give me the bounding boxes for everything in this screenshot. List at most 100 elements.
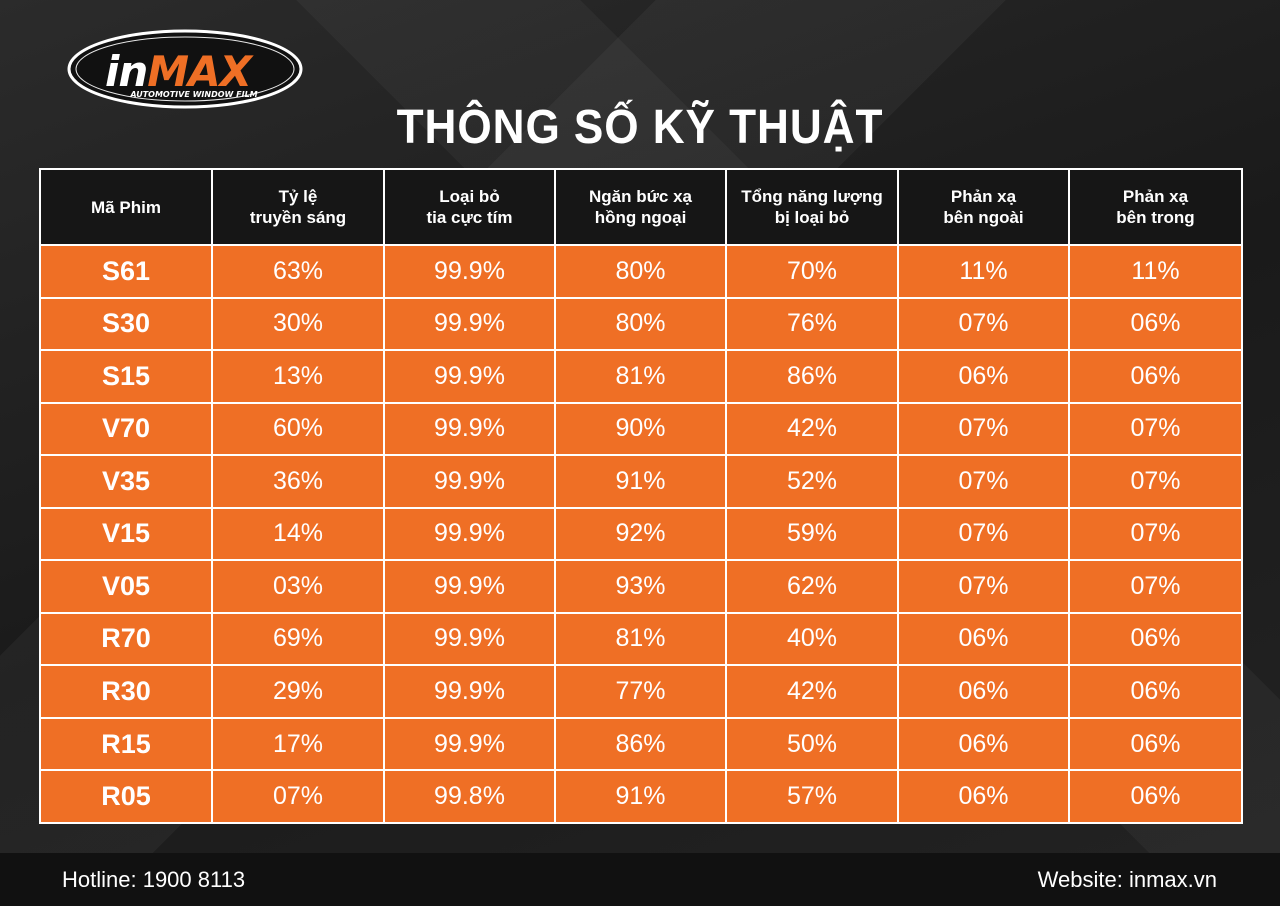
total-energy-cell: 42%	[725, 401, 899, 457]
reflection-outside-cell: 07%	[897, 454, 1070, 509]
reflection-inside-cell: 07%	[1068, 401, 1243, 457]
svg-text:inMAX: inMAX	[105, 47, 255, 96]
infrared-rejection-cell: 91%	[554, 769, 727, 824]
table-row: R15 17% 99.9% 86% 50% 06% 06%	[39, 716, 1243, 772]
table-row: R05 07% 99.8% 91% 57% 06% 06%	[39, 769, 1243, 824]
header-film-code: Mã Phim	[39, 168, 213, 246]
light-transmission-cell: 14%	[211, 506, 385, 562]
header-infrared-rejection: Ngăn bức xạ hồng ngoại	[554, 168, 727, 246]
uv-rejection-cell: 99.8%	[383, 769, 556, 824]
total-energy-cell: 62%	[725, 559, 899, 614]
reflection-inside-cell: 06%	[1068, 664, 1243, 719]
film-code-cell: V05	[39, 559, 213, 614]
film-code-cell: V15	[39, 506, 213, 562]
reflection-outside-cell: 06%	[897, 716, 1070, 772]
uv-rejection-cell: 99.9%	[383, 664, 556, 719]
light-transmission-cell: 29%	[211, 664, 385, 719]
table-row: V35 36% 99.9% 91% 52% 07% 07%	[39, 454, 1243, 509]
light-transmission-cell: 60%	[211, 401, 385, 457]
reflection-outside-cell: 06%	[897, 349, 1070, 404]
uv-rejection-cell: 99.9%	[383, 296, 556, 352]
light-transmission-cell: 17%	[211, 716, 385, 772]
hotline-text: Hotline: 1900 8113	[62, 867, 246, 892]
reflection-inside-cell: 06%	[1068, 296, 1243, 352]
total-energy-cell: 42%	[725, 664, 899, 719]
reflection-inside-cell: 06%	[1068, 611, 1243, 667]
header-light-transmission: Tỷ lệ truyền sáng	[211, 168, 385, 246]
film-code-cell: S61	[39, 244, 213, 299]
table-header-row: Mã Phim Tỷ lệ truyền sáng Loại bỏ tia cự…	[39, 168, 1243, 246]
total-energy-cell: 50%	[725, 716, 899, 772]
film-code-cell: R70	[39, 611, 213, 667]
light-transmission-cell: 30%	[211, 296, 385, 352]
infrared-rejection-cell: 90%	[554, 401, 727, 457]
film-code-cell: R05	[39, 769, 213, 824]
infrared-rejection-cell: 80%	[554, 244, 727, 299]
reflection-outside-cell: 07%	[897, 401, 1070, 457]
reflection-inside-cell: 07%	[1068, 559, 1243, 614]
light-transmission-cell: 13%	[211, 349, 385, 404]
footer-bar: Hotline: 1900 8113 Website: inmax.vn	[0, 853, 1280, 906]
header-reflection-outside: Phản xạ bên ngoài	[897, 168, 1070, 246]
reflection-inside-cell: 07%	[1068, 454, 1243, 509]
total-energy-cell: 59%	[725, 506, 899, 562]
page-title: THÔNG SỐ KỸ THUẬT	[396, 101, 884, 154]
website-text: Website: inmax.vn	[1037, 867, 1217, 892]
reflection-inside-cell: 11%	[1068, 244, 1243, 299]
table-row: V15 14% 99.9% 92% 59% 07% 07%	[39, 506, 1243, 562]
infrared-rejection-cell: 81%	[554, 349, 727, 404]
brand-logo: inMAX AUTOMOTIVE WINDOW FILM	[66, 28, 304, 110]
total-energy-cell: 52%	[725, 454, 899, 509]
film-code-cell: R30	[39, 664, 213, 719]
uv-rejection-cell: 99.9%	[383, 401, 556, 457]
header-reflection-inside: Phản xạ bên trong	[1068, 168, 1243, 246]
total-energy-cell: 70%	[725, 244, 899, 299]
table-row: R70 69% 99.9% 81% 40% 06% 06%	[39, 611, 1243, 667]
total-energy-cell: 76%	[725, 296, 899, 352]
light-transmission-cell: 63%	[211, 244, 385, 299]
light-transmission-cell: 69%	[211, 611, 385, 667]
infrared-rejection-cell: 77%	[554, 664, 727, 719]
reflection-outside-cell: 07%	[897, 506, 1070, 562]
table-row: R30 29% 99.9% 77% 42% 06% 06%	[39, 664, 1243, 719]
reflection-inside-cell: 06%	[1068, 769, 1243, 824]
reflection-outside-cell: 07%	[897, 296, 1070, 352]
film-code-cell: V70	[39, 401, 213, 457]
spec-table: Mã Phim Tỷ lệ truyền sáng Loại bỏ tia cự…	[39, 168, 1243, 824]
uv-rejection-cell: 99.9%	[383, 716, 556, 772]
infrared-rejection-cell: 80%	[554, 296, 727, 352]
light-transmission-cell: 03%	[211, 559, 385, 614]
header-uv-rejection: Loại bỏ tia cực tím	[383, 168, 556, 246]
light-transmission-cell: 36%	[211, 454, 385, 509]
reflection-inside-cell: 07%	[1068, 506, 1243, 562]
header-total-energy-rejected: Tổng năng lượng bị loại bỏ	[725, 168, 899, 246]
table-row: V70 60% 99.9% 90% 42% 07% 07%	[39, 401, 1243, 457]
table-row: S30 30% 99.9% 80% 76% 07% 06%	[39, 296, 1243, 352]
film-code-cell: S30	[39, 296, 213, 352]
film-code-cell: S15	[39, 349, 213, 404]
film-code-cell: R15	[39, 716, 213, 772]
infrared-rejection-cell: 92%	[554, 506, 727, 562]
table-row: S15 13% 99.9% 81% 86% 06% 06%	[39, 349, 1243, 404]
total-energy-cell: 57%	[725, 769, 899, 824]
uv-rejection-cell: 99.9%	[383, 611, 556, 667]
infrared-rejection-cell: 93%	[554, 559, 727, 614]
infrared-rejection-cell: 86%	[554, 716, 727, 772]
logo-tagline: AUTOMOTIVE WINDOW FILM	[129, 90, 257, 99]
total-energy-cell: 40%	[725, 611, 899, 667]
uv-rejection-cell: 99.9%	[383, 559, 556, 614]
light-transmission-cell: 07%	[211, 769, 385, 824]
reflection-inside-cell: 06%	[1068, 349, 1243, 404]
uv-rejection-cell: 99.9%	[383, 454, 556, 509]
reflection-outside-cell: 06%	[897, 664, 1070, 719]
reflection-outside-cell: 06%	[897, 769, 1070, 824]
uv-rejection-cell: 99.9%	[383, 506, 556, 562]
infrared-rejection-cell: 81%	[554, 611, 727, 667]
total-energy-cell: 86%	[725, 349, 899, 404]
table-row: V05 03% 99.9% 93% 62% 07% 07%	[39, 559, 1243, 614]
uv-rejection-cell: 99.9%	[383, 244, 556, 299]
reflection-outside-cell: 06%	[897, 611, 1070, 667]
reflection-outside-cell: 07%	[897, 559, 1070, 614]
infrared-rejection-cell: 91%	[554, 454, 727, 509]
reflection-inside-cell: 06%	[1068, 716, 1243, 772]
